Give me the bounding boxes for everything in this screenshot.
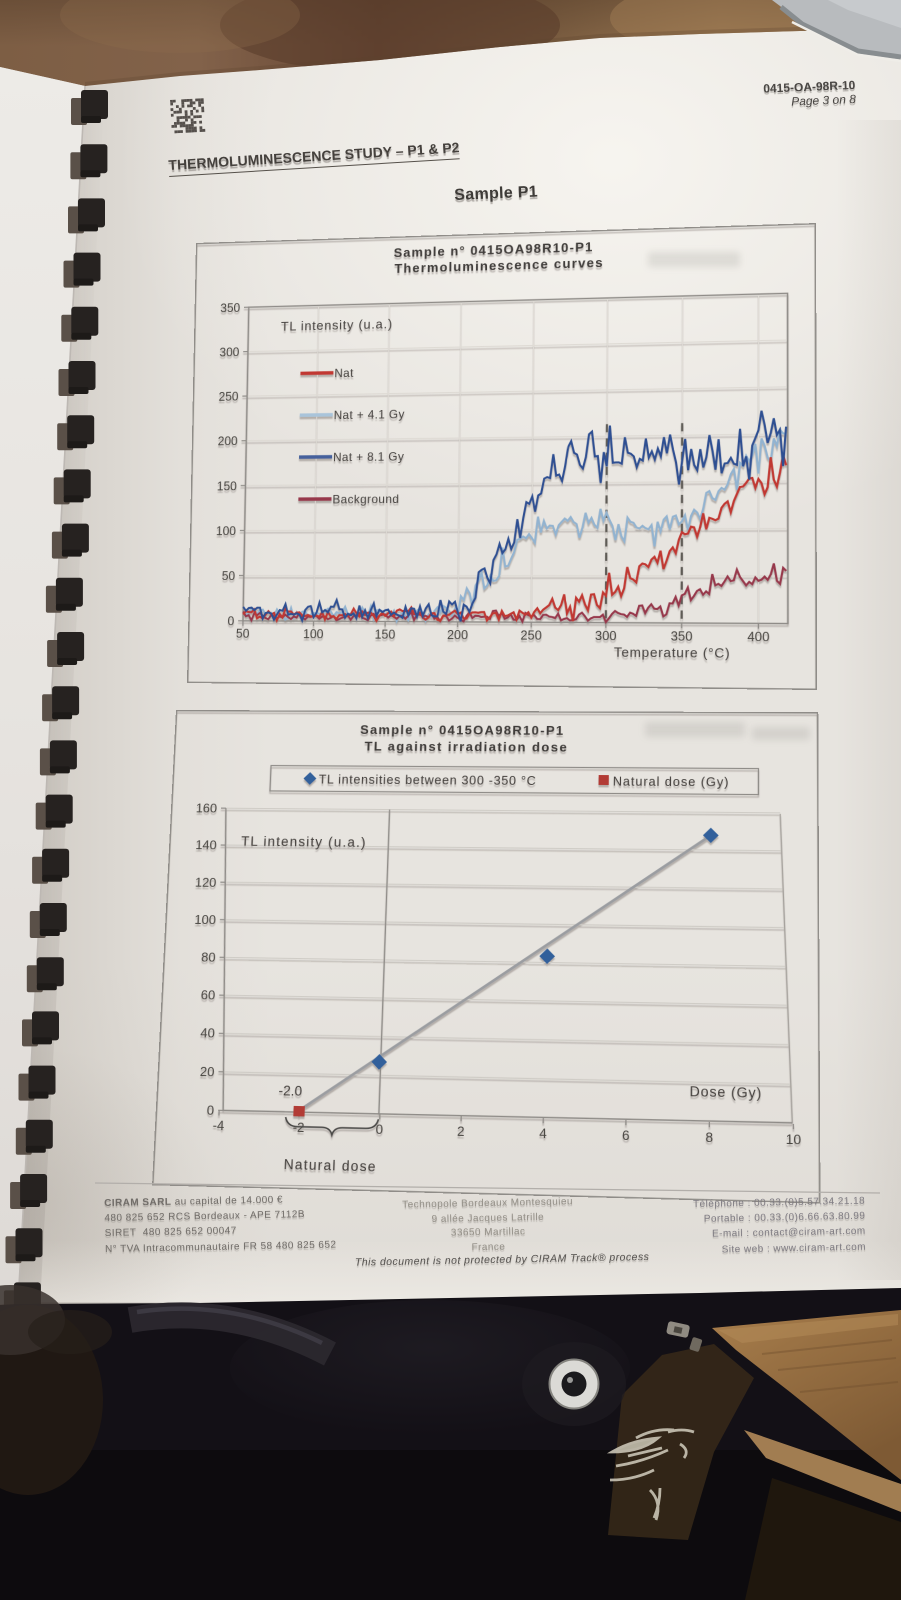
svg-text:TL intensities between 300 -35: TL intensities between 300 -350 °C (319, 773, 537, 788)
svg-text:Thermoluminescence curves: Thermoluminescence curves (394, 255, 603, 276)
svg-text:4: 4 (539, 1125, 547, 1141)
svg-text:0: 0 (227, 615, 234, 629)
svg-text:Natural dose: Natural dose (283, 1157, 377, 1175)
svg-text:100: 100 (194, 912, 216, 927)
svg-text:250: 250 (520, 629, 542, 643)
svg-text:TL intensity (u.a.): TL intensity (u.a.) (281, 317, 393, 334)
svg-text:Nat: Nat (334, 367, 354, 380)
svg-text:-2.0: -2.0 (278, 1083, 302, 1099)
svg-text:100: 100 (216, 524, 237, 538)
svg-text:80: 80 (201, 950, 216, 965)
svg-text:150: 150 (375, 628, 396, 642)
svg-text:0: 0 (375, 1122, 383, 1138)
svg-text:6: 6 (622, 1127, 630, 1143)
svg-text:Background: Background (332, 493, 399, 506)
svg-text:Temperature (°C): Temperature (°C) (614, 645, 731, 661)
svg-text:100: 100 (303, 627, 324, 641)
svg-text:50: 50 (222, 569, 236, 583)
svg-text:50: 50 (236, 627, 250, 641)
svg-text:200: 200 (447, 628, 469, 642)
svg-text:8: 8 (705, 1129, 713, 1145)
svg-text:-4: -4 (212, 1118, 225, 1134)
svg-text:10: 10 (786, 1131, 802, 1147)
svg-text:120: 120 (195, 875, 217, 890)
svg-text:Dose (Gy): Dose (Gy) (690, 1084, 763, 1101)
svg-text:Natural dose (Gy): Natural dose (Gy) (613, 775, 730, 790)
svg-text:150: 150 (217, 480, 238, 494)
svg-text:40: 40 (200, 1025, 215, 1041)
svg-text:Sample n° 0415OA98R10-P1: Sample n° 0415OA98R10-P1 (360, 722, 565, 738)
svg-text:250: 250 (218, 390, 239, 404)
svg-text:-2: -2 (292, 1120, 305, 1136)
svg-text:160: 160 (195, 801, 217, 816)
svg-text:350: 350 (220, 301, 241, 315)
svg-text:TL intensity (u.a.): TL intensity (u.a.) (241, 834, 367, 850)
svg-text:300: 300 (595, 629, 617, 643)
svg-text:400: 400 (747, 630, 770, 645)
svg-text:60: 60 (200, 987, 215, 1002)
svg-text:300: 300 (219, 346, 240, 360)
svg-text:0: 0 (206, 1103, 214, 1119)
svg-text:350: 350 (671, 630, 693, 644)
svg-text:TL against irradiation dose: TL against irradiation dose (364, 739, 568, 755)
svg-text:Nat + 8.1 Gy: Nat + 8.1 Gy (333, 451, 404, 464)
svg-text:20: 20 (200, 1064, 215, 1080)
svg-text:140: 140 (195, 838, 217, 853)
svg-text:2: 2 (457, 1123, 465, 1139)
svg-text:200: 200 (218, 435, 239, 449)
svg-text:Nat + 4.1 Gy: Nat + 4.1 Gy (334, 409, 405, 423)
svg-text:Sample n° 0415OA98R10-P1: Sample n° 0415OA98R10-P1 (394, 239, 594, 260)
